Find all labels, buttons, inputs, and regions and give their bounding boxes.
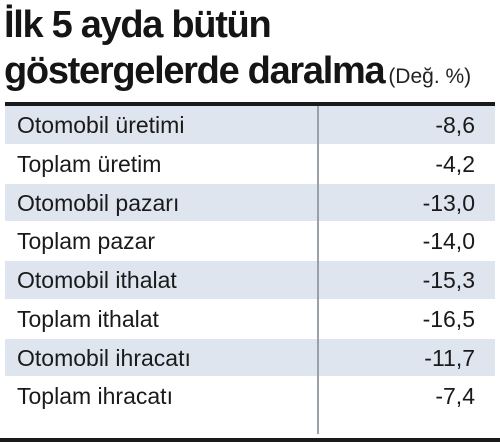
row-label: Otomobil üretimi bbox=[17, 112, 185, 138]
row-value: -8,6 bbox=[435, 112, 475, 138]
row-value: -14,0 bbox=[422, 228, 475, 255]
row-label: Otomobil ihracatı bbox=[17, 344, 191, 371]
row-label: Toplam üretim bbox=[17, 150, 162, 177]
table-row: Toplam üretim -4,2 bbox=[5, 144, 495, 184]
title-line-2: göstergelerde daralma (Değ. %) bbox=[4, 48, 471, 100]
row-label: Toplam ihracatı bbox=[17, 383, 173, 410]
row-label: Otomobil pazarı bbox=[17, 189, 180, 216]
title-line-2-text: göstergelerde daralma bbox=[4, 50, 386, 92]
table-row: Toplam pazar -14,0 bbox=[5, 222, 495, 261]
title-line-1: İlk 5 ayda bütün bbox=[4, 4, 272, 46]
table-row: Otomobil üretimi -8,6 bbox=[5, 106, 495, 145]
row-label: Toplam pazar bbox=[17, 228, 156, 255]
row-label: Toplam ithalat bbox=[17, 305, 159, 332]
data-table: Otomobil üretimi -8,6 Toplam üretim -4,2 Oto… bbox=[5, 102, 495, 434]
row-label: Otomobil ithalat bbox=[17, 267, 177, 293]
table-bottom-rule bbox=[0, 438, 500, 442]
row-value: -11,7 bbox=[424, 344, 475, 371]
table-row: Otomobil ithalat -15,3 bbox=[5, 261, 495, 300]
row-value: -16,5 bbox=[422, 305, 475, 332]
row-value: -4,2 bbox=[435, 150, 475, 177]
chart-title: İlk 5 ayda bütün göstergelerde daralma (D… bbox=[4, 2, 471, 100]
column-divider bbox=[317, 106, 319, 434]
unit-label: (Değ. %) bbox=[388, 65, 472, 88]
row-value: -15,3 bbox=[422, 267, 475, 293]
table-row: Otomobil ihracatı -11,7 bbox=[5, 338, 495, 378]
table-row: Toplam ihracatı -7,4 bbox=[5, 377, 495, 416]
row-value: -7,4 bbox=[435, 383, 475, 410]
table-top-rule bbox=[5, 102, 495, 106]
table-row: Toplam ithalat -16,5 bbox=[5, 299, 495, 339]
table-row: Otomobil pazarı -13,0 bbox=[5, 183, 495, 223]
table-rows: Otomobil üretimi -8,6 Toplam üretim -4,2 Oto… bbox=[5, 106, 495, 416]
row-value: -13,0 bbox=[422, 189, 475, 216]
